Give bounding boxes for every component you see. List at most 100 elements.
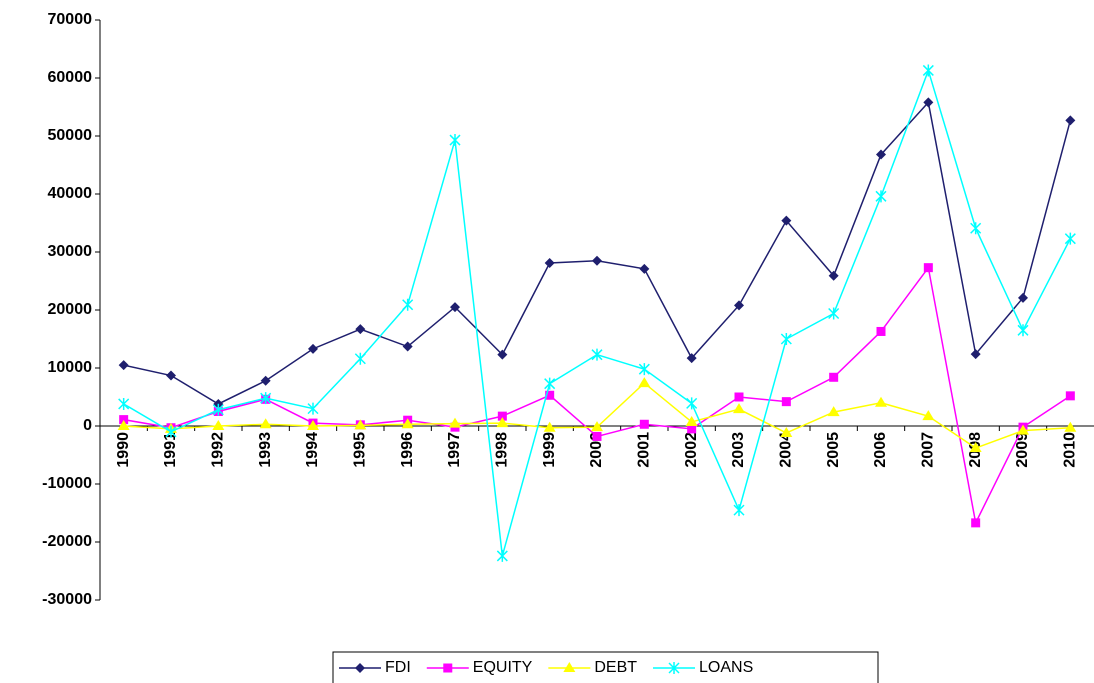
marker [876,326,886,336]
marker [449,417,461,428]
marker [969,442,982,453]
marker [970,222,982,235]
y-tick-label: 20000 [48,301,93,318]
marker [638,363,650,376]
y-tick-label: 70000 [48,11,93,28]
marker [733,504,745,517]
legend-marker [668,662,680,674]
marker [686,353,697,364]
marker [1064,232,1076,245]
marker [545,390,555,400]
marker [354,352,366,365]
x-tick-label: 1997 [446,432,463,468]
x-tick-label: 1998 [494,432,511,468]
marker [733,403,745,414]
marker [307,402,319,415]
marker [734,300,744,311]
marker [260,375,271,386]
x-tick-label: 1990 [115,432,132,468]
marker [591,348,603,361]
marker [592,431,602,441]
x-tick-label: 2002 [683,432,700,468]
marker [875,190,887,203]
marker [544,377,556,390]
y-tick-label: -30000 [42,591,92,608]
marker [1017,424,1029,435]
x-tick-label: 1996 [399,432,416,468]
x-tick-label: 2003 [730,432,747,468]
marker [449,134,461,147]
x-tick-label: 2009 [1014,432,1031,468]
marker [354,419,367,430]
marker [117,420,130,430]
marker [355,324,366,335]
marker [1017,324,1029,337]
marker [497,411,507,421]
marker [827,406,840,417]
marker [591,421,603,432]
marker [118,397,130,410]
marker [734,392,744,402]
y-tick-label: 10000 [48,359,93,376]
marker [687,424,697,434]
marker [686,397,698,410]
y-tick-label: 50000 [48,127,93,144]
series-line [123,68,1071,557]
marker [1064,421,1077,432]
marker [971,518,981,528]
marker [781,397,791,407]
marker [544,258,555,269]
marker [923,263,933,273]
marker [639,419,649,429]
marker [166,370,176,381]
legend-label: LOANS [699,659,753,676]
marker [401,418,414,429]
y-tick-label: 30000 [48,243,93,260]
marker [923,97,934,108]
legend-marker [355,663,365,673]
marker [497,349,508,360]
marker [212,420,225,430]
x-tick-label: 1991 [162,432,179,468]
marker [592,255,602,266]
y-tick-label: -10000 [42,475,92,492]
legend-marker [443,663,453,673]
legend-label: EQUITY [473,659,533,676]
marker [780,333,792,345]
marker [496,549,508,562]
x-tick-label: 1994 [304,432,321,468]
y-tick-label: -20000 [42,533,92,550]
marker [402,298,414,311]
legend-label: DEBT [594,659,637,676]
y-tick-label: 60000 [48,69,93,86]
marker [781,215,792,226]
legend-label: FDI [385,659,411,676]
legend-box [332,651,879,683]
marker [119,415,129,425]
marker [259,418,272,429]
marker [922,410,935,421]
marker [1018,292,1028,303]
marker [496,417,509,428]
marker [638,377,651,388]
marker [876,149,886,160]
marker [212,403,224,416]
x-tick-label: 1995 [352,432,369,468]
marker [780,426,793,437]
x-tick-label: 1992 [210,432,227,468]
x-tick-label: 2006 [872,432,889,468]
marker [1065,115,1076,126]
x-tick-label: 1999 [541,432,558,468]
marker [639,263,650,274]
y-tick-label: 0 [83,417,92,434]
marker [970,349,981,360]
marker [118,360,129,371]
x-tick-label: 2010 [1062,432,1079,468]
marker [450,302,460,313]
marker [543,421,556,432]
marker [685,415,698,426]
legend-marker [563,662,576,672]
marker [1065,391,1075,401]
marker [922,64,934,77]
